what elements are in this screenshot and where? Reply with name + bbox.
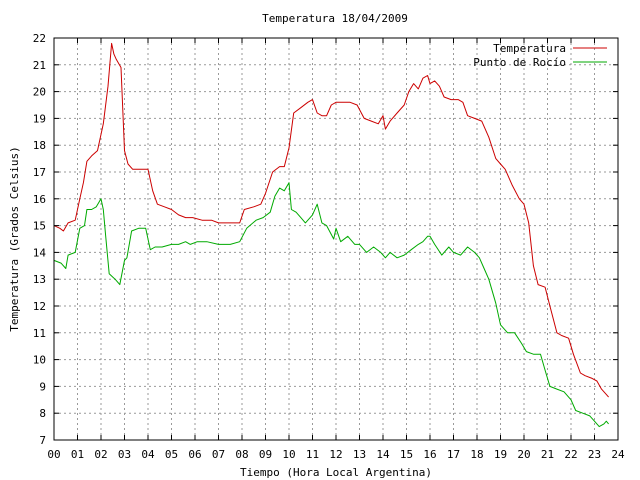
y-tick-label: 8 (39, 407, 46, 420)
x-axis-tick-labels: 00 01 02 03 04 05 06 07 08 09 10 11 12 13 14 15 16 17 18 19… (47, 448, 625, 461)
x-tick-label: 16 (423, 448, 436, 461)
series-line-0 (53, 42, 609, 398)
x-tick-label: 20 (517, 448, 530, 461)
x-tick-label: 04 (141, 448, 155, 461)
x-tick-label: 00 (47, 448, 60, 461)
y-tick-label: 7 (39, 434, 46, 447)
y-tick-label: 17 (33, 166, 46, 179)
x-tick-label: 21 (541, 448, 554, 461)
grid-lines (54, 38, 618, 440)
y-tick-label: 16 (33, 193, 46, 206)
y-tick-label: 15 (33, 220, 46, 233)
y-tick-label: 22 (33, 32, 46, 45)
x-tick-label: 06 (188, 448, 201, 461)
x-tick-label: 05 (165, 448, 178, 461)
legend-label: Punto de Rocío (473, 56, 566, 69)
y-axis-tick-labels: 7 8 9 10 11 12 13 14 15 16 17 18 19 20 21 22 (33, 32, 47, 447)
x-tick-label: 12 (329, 448, 342, 461)
x-tick-label: 09 (259, 448, 272, 461)
x-tick-label: 23 (588, 448, 601, 461)
x-tick-label: 11 (306, 448, 319, 461)
x-tick-label: 02 (94, 448, 107, 461)
x-tick-label: 18 (470, 448, 483, 461)
y-tick-label: 19 (33, 112, 46, 125)
x-tick-label: 17 (447, 448, 460, 461)
legend-label: Temperatura (493, 42, 566, 55)
y-tick-label: 10 (33, 354, 46, 367)
y-tick-label: 13 (33, 273, 46, 286)
x-tick-label: 14 (376, 448, 390, 461)
y-tick-label: 9 (39, 380, 46, 393)
series-lines (53, 42, 609, 428)
x-tick-label: 01 (71, 448, 84, 461)
axis-ticks (53, 37, 619, 441)
chart-title: Temperatura 18/04/2009 (262, 12, 408, 25)
x-tick-label: 10 (282, 448, 295, 461)
series-line-1 (53, 182, 609, 428)
y-tick-label: 14 (33, 246, 47, 259)
x-tick-label: 15 (400, 448, 413, 461)
x-tick-label: 13 (353, 448, 366, 461)
x-tick-label: 24 (611, 448, 625, 461)
y-tick-label: 12 (33, 300, 46, 313)
x-tick-label: 03 (118, 448, 131, 461)
y-tick-label: 11 (33, 327, 46, 340)
x-axis-label: Tiempo (Hora Local Argentina) (240, 466, 432, 479)
y-axis-label: Temperatura (Grados Celsius) (8, 146, 21, 331)
x-tick-label: 19 (494, 448, 507, 461)
y-tick-label: 21 (33, 59, 46, 72)
x-tick-label: 22 (564, 448, 577, 461)
x-tick-label: 07 (212, 448, 225, 461)
y-tick-label: 20 (33, 86, 46, 99)
x-tick-label: 08 (235, 448, 248, 461)
y-tick-label: 18 (33, 139, 46, 152)
